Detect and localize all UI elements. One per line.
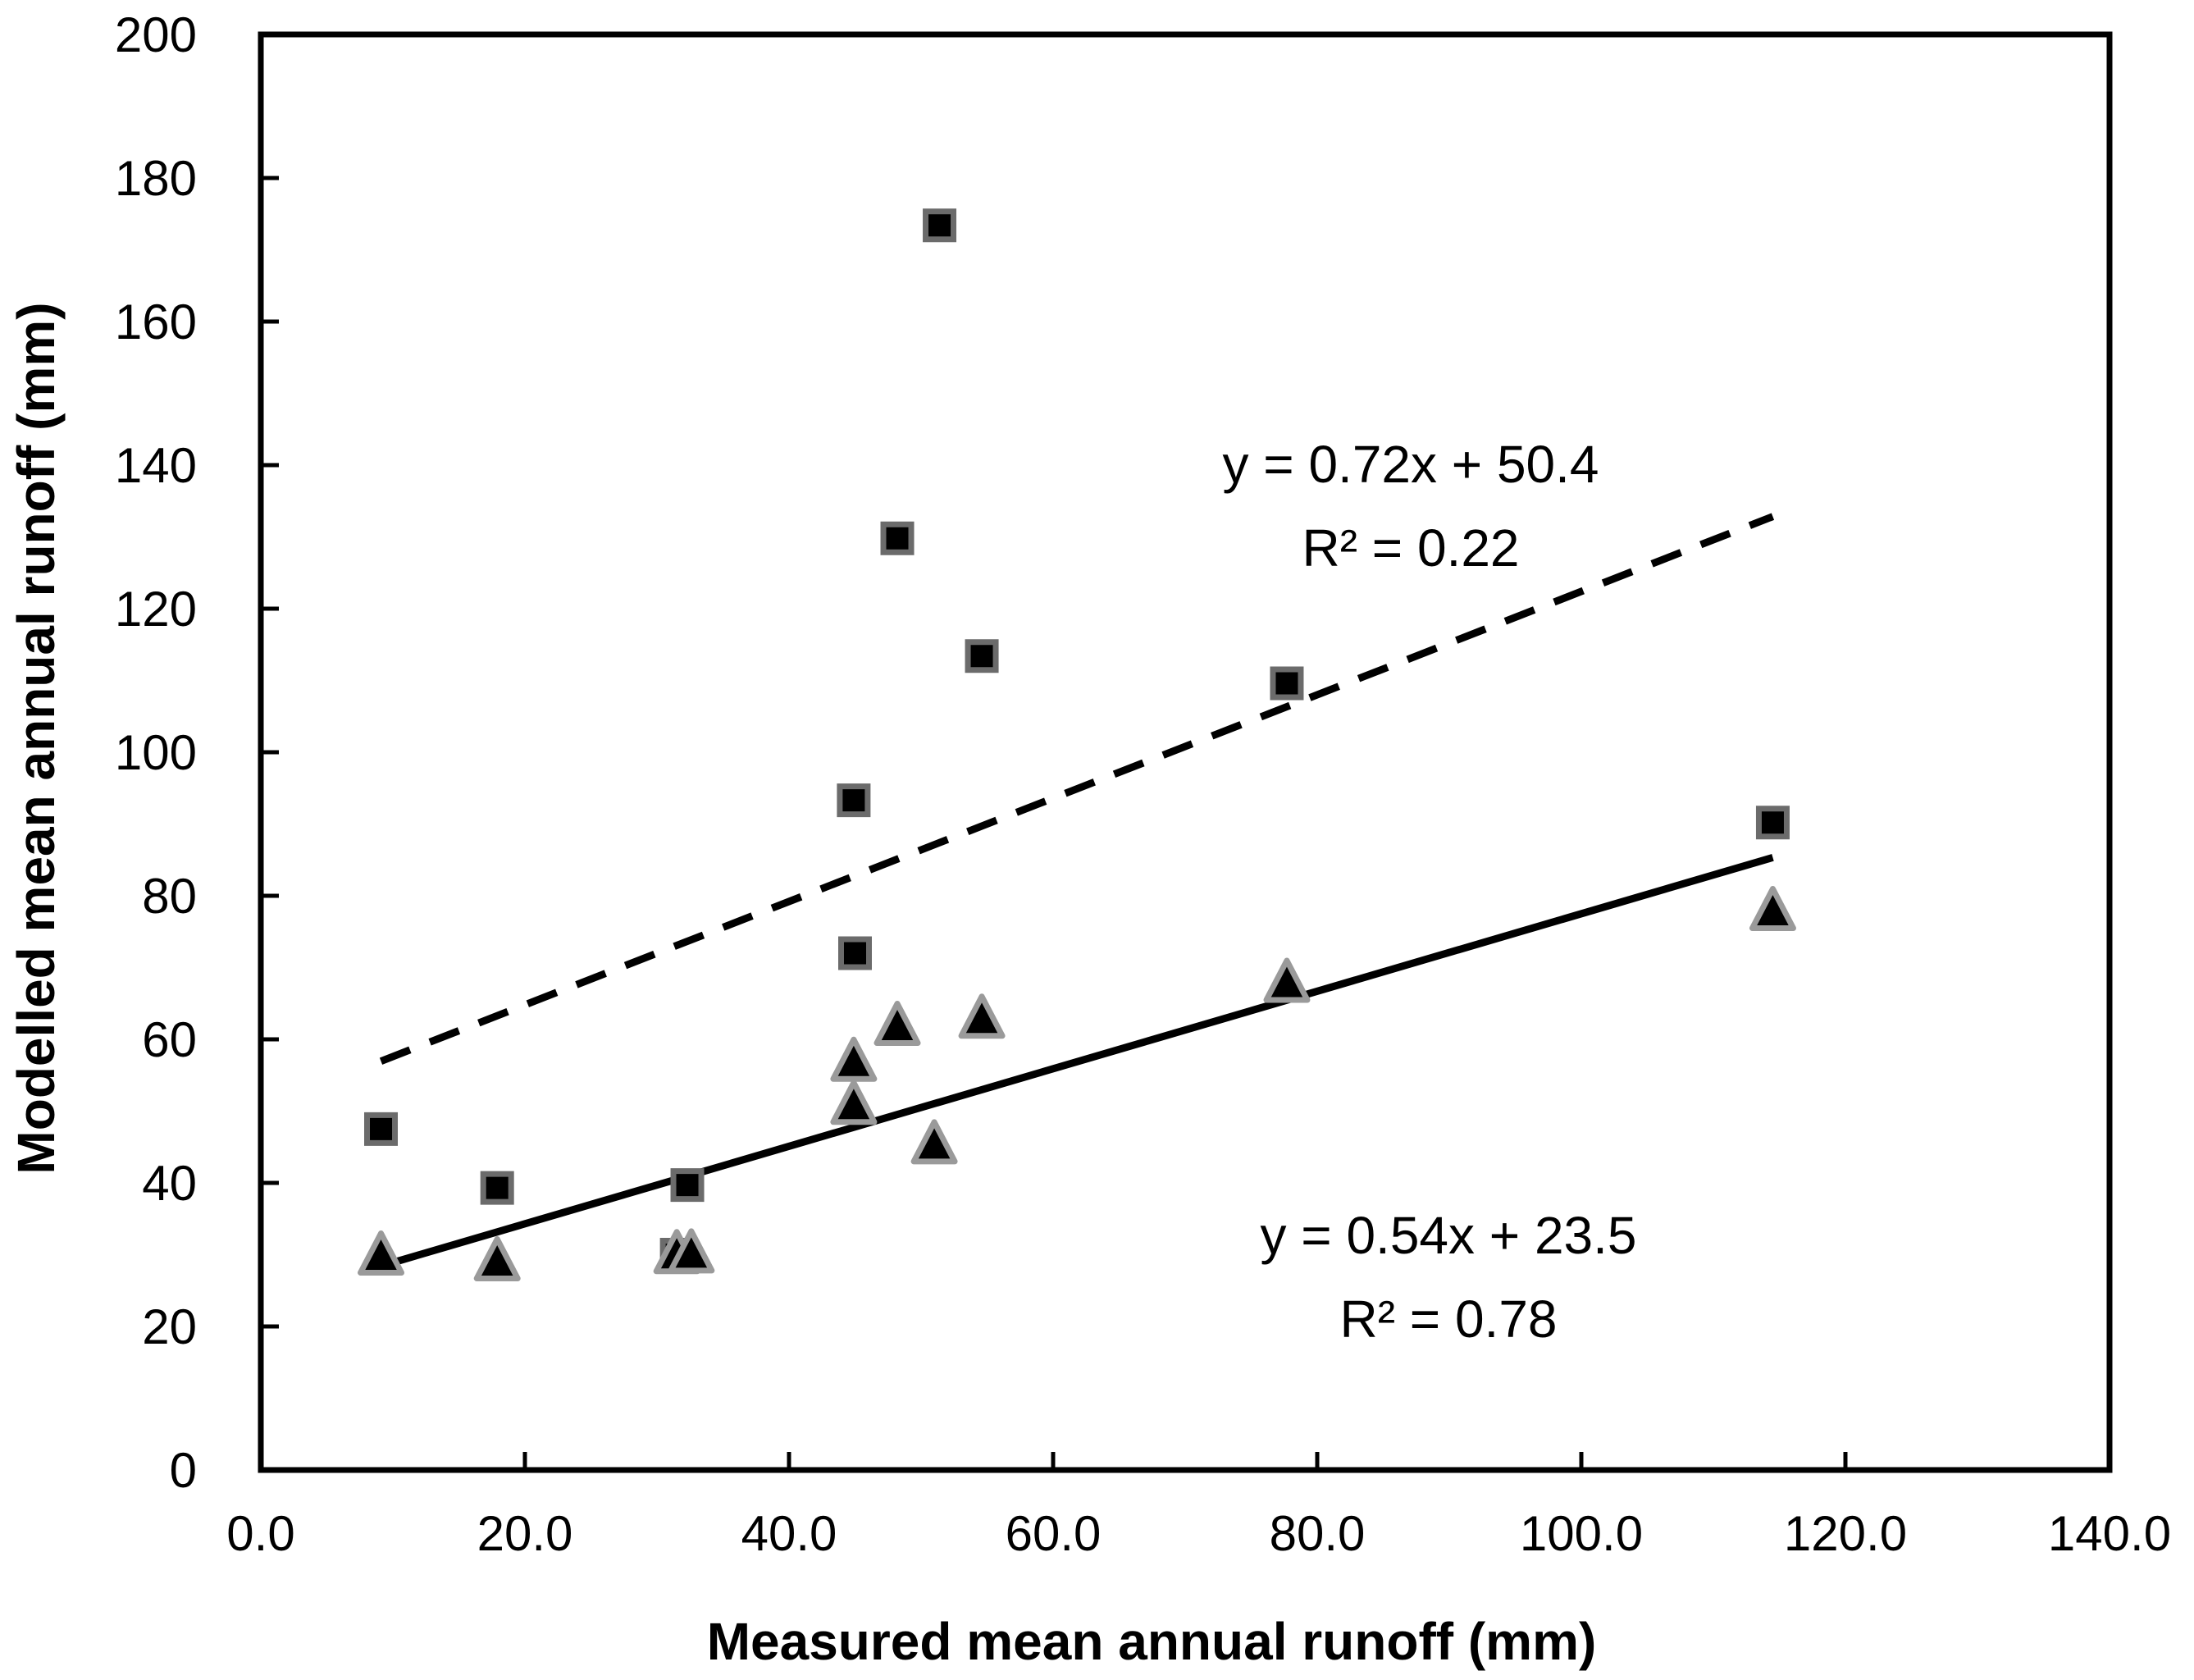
trendlines — [379, 513, 1775, 1270]
y-axis-title: Modelled mean annual runoff (mm) — [7, 302, 66, 1174]
y-tick-label: 60 — [142, 1012, 197, 1067]
plot-area — [258, 31, 2113, 1473]
square-point — [837, 783, 871, 818]
solid-fit-r2: R² = 0.78 — [1339, 1290, 1557, 1349]
square-point — [1755, 806, 1790, 840]
x-tick-label: 40.0 — [741, 1506, 837, 1561]
triangle-point — [873, 1001, 921, 1046]
triangles-fit-line — [380, 854, 1774, 1270]
solid-fit-equation: y = 0.54x + 23.5 — [1261, 1206, 1637, 1265]
triangle-point — [1263, 957, 1311, 1003]
triangle-point — [830, 1036, 878, 1082]
square-point — [838, 936, 872, 970]
x-tick-label: 60.0 — [1006, 1506, 1102, 1561]
y-axis-ticks: 0 20 40 60 80 100 120 140 160 180 200 — [115, 7, 279, 1498]
y-tick-label: 0 — [170, 1443, 197, 1498]
square-point — [670, 1168, 705, 1203]
y-tick-label: 20 — [142, 1299, 197, 1354]
x-tick-label: 140.0 — [2048, 1506, 2171, 1561]
data-points — [358, 208, 1796, 1281]
triangle-point — [1749, 886, 1796, 931]
square-point — [364, 1112, 399, 1146]
triangle-point — [958, 993, 1006, 1039]
y-tick-label: 160 — [115, 294, 197, 349]
triangle-point — [473, 1236, 521, 1281]
square-point — [480, 1171, 514, 1205]
triangle-point — [910, 1119, 958, 1165]
square-point — [1270, 666, 1304, 701]
y-tick-label: 200 — [115, 7, 197, 62]
triangle-point — [358, 1230, 405, 1276]
triangle-point — [830, 1080, 878, 1125]
squares-fit-line — [379, 513, 1775, 1065]
x-axis-title: Measured mean annual runoff (mm) — [707, 1612, 1597, 1671]
square-point — [923, 208, 957, 243]
x-axis-ticks: 0.0 20.0 40.0 60.0 80.0 100.0 120.0 140.0 — [226, 1452, 2171, 1561]
square-point — [965, 639, 999, 673]
x-tick-label: 80.0 — [1270, 1506, 1366, 1561]
y-tick-label: 180 — [115, 151, 197, 206]
x-tick-label: 0.0 — [226, 1506, 294, 1561]
square-point — [880, 521, 915, 555]
plot-border — [258, 31, 2113, 1473]
x-tick-label: 100.0 — [1520, 1506, 1643, 1561]
y-tick-label: 80 — [142, 869, 197, 924]
dashed-fit-equation: y = 0.72x + 50.4 — [1223, 435, 1599, 494]
y-tick-label: 120 — [115, 582, 197, 637]
triangle-point — [668, 1228, 715, 1274]
dashed-fit-r2: R² = 0.22 — [1302, 518, 1519, 578]
y-tick-label: 40 — [142, 1156, 197, 1211]
x-tick-label: 20.0 — [477, 1506, 573, 1561]
y-tick-label: 140 — [115, 438, 197, 493]
y-tick-label: 100 — [115, 725, 197, 780]
x-tick-label: 120.0 — [1784, 1506, 1907, 1561]
